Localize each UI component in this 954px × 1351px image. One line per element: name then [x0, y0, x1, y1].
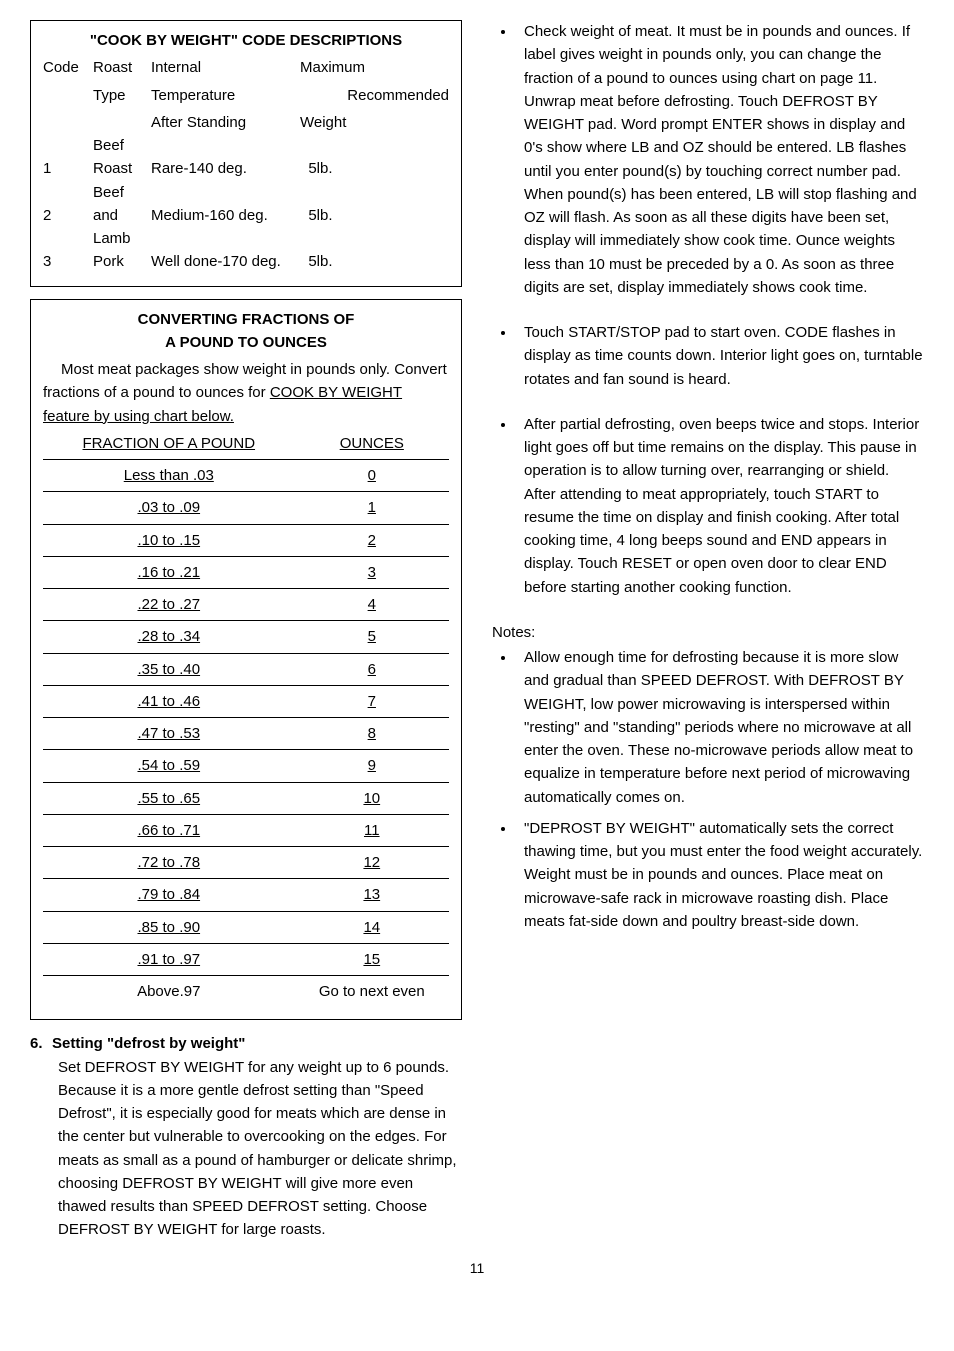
conv-frac: .47 to .53 [43, 718, 295, 750]
conv-oz: 14 [295, 911, 449, 943]
conv-frac: .54 to .59 [43, 750, 295, 782]
cook-h-weight: Weight [300, 111, 449, 134]
conv-frac: .66 to .71 [43, 814, 295, 846]
conv-row: .55 to .6510 [43, 782, 449, 814]
cook-row-line: 1RoastRare-140 deg. 5lb. [43, 157, 449, 180]
conv-frac: .28 to .34 [43, 621, 295, 653]
conv-title: CONVERTING FRACTIONS OF A POUND TO OUNCE… [43, 308, 449, 355]
conv-row: .03 to .091 [43, 492, 449, 524]
conv-frac: .72 to .78 [43, 847, 295, 879]
cook-h-temp: Temperature [151, 84, 300, 107]
cook-rows: Beef1RoastRare-140 deg. 5lb.Beef2andMedi… [43, 134, 449, 274]
right-bullets: Check weight of meat. It must be in poun… [492, 20, 924, 599]
conv-row: .22 to .274 [43, 589, 449, 621]
converting-box: CONVERTING FRACTIONS OF A POUND TO OUNCE… [30, 299, 462, 1021]
right-column: Check weight of meat. It must be in poun… [492, 20, 924, 1242]
instruction-bullet: After partial defrosting, oven beeps twi… [516, 413, 924, 599]
cook-h-code: Code [43, 56, 93, 79]
conv-row: Less than .030 [43, 460, 449, 492]
conv-row: .85 to .9014 [43, 911, 449, 943]
conv-oz: 3 [295, 556, 449, 588]
note-bullet: Allow enough time for defrosting because… [516, 646, 924, 809]
conv-frac: Less than .03 [43, 460, 295, 492]
conv-frac: .85 to .90 [43, 911, 295, 943]
conv-row: .10 to .152 [43, 524, 449, 556]
conv-row: .35 to .406 [43, 653, 449, 685]
conv-row: .79 to .8413 [43, 879, 449, 911]
cook-box-title: "COOK BY WEIGHT" CODE DESCRIPTIONS [43, 29, 449, 52]
conv-row: .28 to .345 [43, 621, 449, 653]
conv-oz: 1 [295, 492, 449, 524]
conv-oz: Go to next even [295, 976, 449, 1008]
conv-frac: .55 to .65 [43, 782, 295, 814]
conv-intro: Most meat packages show weight in pounds… [43, 358, 449, 428]
conv-oz: 6 [295, 653, 449, 685]
conv-row: .47 to .538 [43, 718, 449, 750]
section6-body: Set DEFROST BY WEIGHT for any weight up … [30, 1056, 462, 1242]
conv-frac: .03 to .09 [43, 492, 295, 524]
conv-oz: 0 [295, 460, 449, 492]
conv-frac: .41 to .46 [43, 685, 295, 717]
conv-frac: .16 to .21 [43, 556, 295, 588]
conv-row: .66 to .7111 [43, 814, 449, 846]
conv-h-frac: FRACTION OF A POUND [43, 428, 295, 460]
cook-table: Code Roast Internal Maximum Type Tempera… [43, 56, 449, 134]
left-column: "COOK BY WEIGHT" CODE DESCRIPTIONS Code … [30, 20, 462, 1242]
conv-row: .41 to .467 [43, 685, 449, 717]
cook-h-type: Type [93, 84, 151, 107]
conv-frac: .91 to .97 [43, 943, 295, 975]
conv-oz: 4 [295, 589, 449, 621]
cook-row-line: Beef [43, 181, 449, 204]
cook-row-line: Lamb [43, 227, 449, 250]
section6-title: Setting "defrost by weight" [52, 1035, 245, 1052]
cook-h-rec: Recommended [300, 84, 449, 107]
section6-num: 6. [30, 1032, 52, 1055]
notes-bullets: Allow enough time for defrosting because… [492, 646, 924, 933]
conv-row: .54 to .599 [43, 750, 449, 782]
conv-oz: 9 [295, 750, 449, 782]
conv-frac: Above.97 [43, 976, 295, 1008]
instruction-bullet: Check weight of meat. It must be in poun… [516, 20, 924, 299]
conv-oz: 15 [295, 943, 449, 975]
cook-row-line: 2andMedium-160 deg. 5lb. [43, 204, 449, 227]
page-columns: "COOK BY WEIGHT" CODE DESCRIPTIONS Code … [30, 20, 924, 1242]
conv-table: FRACTION OF A POUND OUNCES Less than .03… [43, 428, 449, 1008]
cook-h-roast: Roast [93, 56, 151, 79]
cook-row-line: 3PorkWell done-170 deg. 5lb. [43, 250, 449, 273]
conv-frac: .10 to .15 [43, 524, 295, 556]
page-number: 11 [30, 1258, 924, 1280]
conv-row: Above.97Go to next even [43, 976, 449, 1008]
conv-frac: .22 to .27 [43, 589, 295, 621]
cook-row-line: Beef [43, 134, 449, 157]
conv-row: .72 to .7812 [43, 847, 449, 879]
conv-oz: 13 [295, 879, 449, 911]
conv-h-oz: OUNCES [295, 428, 449, 460]
cook-by-weight-box: "COOK BY WEIGHT" CODE DESCRIPTIONS Code … [30, 20, 462, 287]
note-bullet: "DEPROST BY WEIGHT" automatically sets t… [516, 817, 924, 933]
cook-h-standing: After Standing [151, 111, 300, 134]
cook-h-max: Maximum [300, 56, 449, 79]
section6-heading: 6.Setting "defrost by weight" [30, 1032, 462, 1055]
conv-oz: 2 [295, 524, 449, 556]
conv-oz: 12 [295, 847, 449, 879]
conv-frac: .79 to .84 [43, 879, 295, 911]
conv-oz: 11 [295, 814, 449, 846]
conv-row: .16 to .213 [43, 556, 449, 588]
cook-h-internal: Internal [151, 56, 300, 79]
conv-oz: 5 [295, 621, 449, 653]
instruction-bullet: Touch START/STOP pad to start oven. CODE… [516, 321, 924, 391]
conv-oz: 8 [295, 718, 449, 750]
notes-label: Notes: [492, 621, 924, 644]
conv-frac: .35 to .40 [43, 653, 295, 685]
conv-row: .91 to .9715 [43, 943, 449, 975]
conv-oz: 7 [295, 685, 449, 717]
conv-oz: 10 [295, 782, 449, 814]
